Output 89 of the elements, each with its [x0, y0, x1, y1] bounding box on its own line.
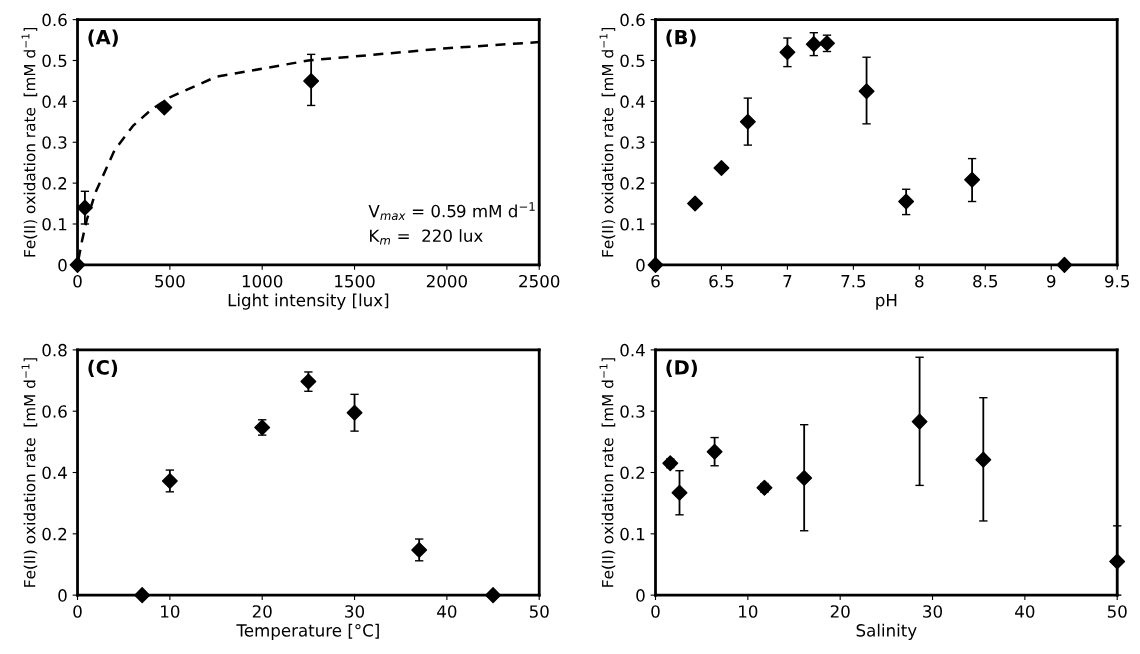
x-tick-label: 0 [651, 605, 660, 618]
y-tick-label: 0.4 [620, 343, 645, 357]
x-tick-label: 8.5 [973, 274, 998, 288]
y-tick-label: 0 [58, 589, 67, 602]
annotation: (D) [666, 359, 697, 378]
y-tick-label: 0.1 [620, 217, 645, 231]
x-tick-label: 30 [345, 605, 365, 618]
y-tick-label: 0.5 [42, 54, 67, 68]
point [1056, 256, 1073, 273]
x-tick-label: 2500 [519, 274, 560, 288]
x-tick-label: 6.5 [709, 274, 734, 288]
y-tick-label: 0.1 [620, 527, 645, 541]
x-tick-label: 40 [1015, 605, 1035, 618]
y-tick-label: 0.2 [620, 466, 645, 480]
x-axis-title: Salinity [856, 623, 917, 640]
x-tick-label: 10 [161, 605, 180, 618]
x-tick-label: 7 [783, 275, 792, 288]
point [975, 451, 992, 468]
y-tick-label: 0 [636, 258, 645, 272]
x-axis-title: Light intensity [lux] [228, 293, 389, 310]
y-axis-title: Fe(II) oxidation rate [mM d$^{−1}$] [21, 27, 38, 257]
point [647, 256, 664, 273]
point [346, 404, 363, 421]
x-axis-title: pH [876, 294, 897, 310]
y-tick-label: 0.6 [620, 13, 645, 27]
point [411, 542, 428, 559]
y-tick-label: 0.5 [620, 54, 645, 68]
point [911, 413, 928, 430]
y-tick-label: 0.1 [42, 217, 67, 231]
x-tick-label: 9 [1046, 274, 1056, 288]
x-tick-label: 50 [529, 605, 549, 618]
x-axis-title: Temperature [°C] [236, 623, 379, 640]
point [779, 44, 796, 61]
y-tick-label: 0.3 [620, 405, 645, 418]
point [303, 72, 320, 89]
x-tick-label: 10 [739, 605, 758, 618]
y-tick-label: 0.2 [620, 177, 645, 190]
y-tick-label: 0.3 [42, 136, 67, 149]
x-tick-label: 50 [1107, 605, 1127, 618]
x-tick-label: 9.5 [1105, 274, 1129, 288]
annotation: K$_{m}$ = 220 lux [370, 229, 483, 245]
y-tick-label: 0.3 [620, 136, 645, 149]
y-tick-label: 0.6 [42, 13, 67, 27]
annotation: (A) [88, 29, 118, 47]
y-tick-label: 0.4 [42, 95, 67, 108]
point [1109, 553, 1126, 570]
y-tick-label: 0.4 [42, 466, 67, 480]
x-tick-label: 6 [651, 274, 660, 288]
x-tick-label: 7.5 [841, 275, 866, 288]
point [69, 256, 86, 273]
point [706, 443, 723, 460]
point [796, 470, 813, 487]
point [76, 199, 93, 216]
x-tick-label: 20 [830, 605, 850, 618]
point [964, 171, 981, 188]
point [713, 160, 730, 176]
y-tick-label: 0.2 [42, 527, 67, 541]
annotation: (C) [88, 359, 118, 378]
point [805, 36, 822, 53]
point [161, 473, 178, 490]
x-tick-label: 40 [437, 605, 457, 618]
y-tick-label: 0.2 [42, 177, 67, 190]
x-tick-label: 0 [73, 605, 82, 618]
x-tick-label: 20 [252, 605, 272, 618]
y-tick-label: 0 [636, 589, 645, 602]
point [687, 195, 704, 212]
point [134, 587, 151, 604]
x-tick-label: 1000 [242, 274, 283, 288]
x-tick-label: 8 [915, 274, 924, 288]
y-axis-title: Fe(II) oxidation rate [mM d$^{−1}$] [21, 358, 38, 587]
annotation: (B) [666, 29, 696, 47]
point [671, 484, 688, 501]
y-tick-label: 0 [58, 258, 67, 272]
x-tick-label: 1500 [335, 274, 375, 288]
y-tick-label: 0.6 [42, 405, 67, 418]
annotation: V$_{max}$ = 0.59 mM d$^{−1}$ [368, 202, 535, 221]
point [858, 83, 875, 100]
y-tick-label: 0.4 [620, 95, 645, 108]
point [739, 113, 756, 130]
x-tick-label: 2000 [426, 274, 467, 288]
point [898, 193, 915, 210]
point [156, 99, 173, 116]
y-axis-title: Fe(II) oxidation rate [mM d$^{−1}$] [599, 27, 616, 257]
x-tick-label: 0 [73, 274, 82, 288]
point [485, 587, 502, 604]
y-axis-title: Fe(II) oxidation rate [mM d$^{−1}$] [599, 358, 616, 587]
y-tick-label: 0.8 [42, 343, 67, 357]
x-tick-label: 30 [923, 605, 943, 618]
x-tick-label: 500 [155, 274, 185, 288]
